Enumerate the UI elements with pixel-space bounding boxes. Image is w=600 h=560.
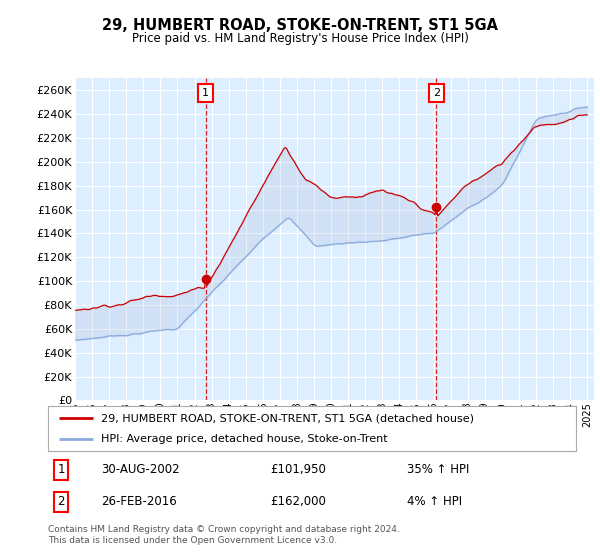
Text: Contains HM Land Registry data © Crown copyright and database right 2024.
This d: Contains HM Land Registry data © Crown c… [48,525,400,545]
Text: £162,000: £162,000 [270,496,326,508]
Text: 2: 2 [58,496,65,508]
Text: 1: 1 [58,463,65,476]
Text: Price paid vs. HM Land Registry's House Price Index (HPI): Price paid vs. HM Land Registry's House … [131,32,469,45]
Text: 26-FEB-2016: 26-FEB-2016 [101,496,176,508]
Text: 1: 1 [202,88,209,97]
Text: 4% ↑ HPI: 4% ↑ HPI [407,496,462,508]
Text: 35% ↑ HPI: 35% ↑ HPI [407,463,469,476]
Text: £101,950: £101,950 [270,463,326,476]
Text: 30-AUG-2002: 30-AUG-2002 [101,463,179,476]
Text: 29, HUMBERT ROAD, STOKE-ON-TRENT, ST1 5GA: 29, HUMBERT ROAD, STOKE-ON-TRENT, ST1 5G… [102,18,498,33]
Text: 29, HUMBERT ROAD, STOKE-ON-TRENT, ST1 5GA (detached house): 29, HUMBERT ROAD, STOKE-ON-TRENT, ST1 5G… [101,413,474,423]
Text: HPI: Average price, detached house, Stoke-on-Trent: HPI: Average price, detached house, Stok… [101,433,388,444]
Text: 2: 2 [433,88,440,97]
